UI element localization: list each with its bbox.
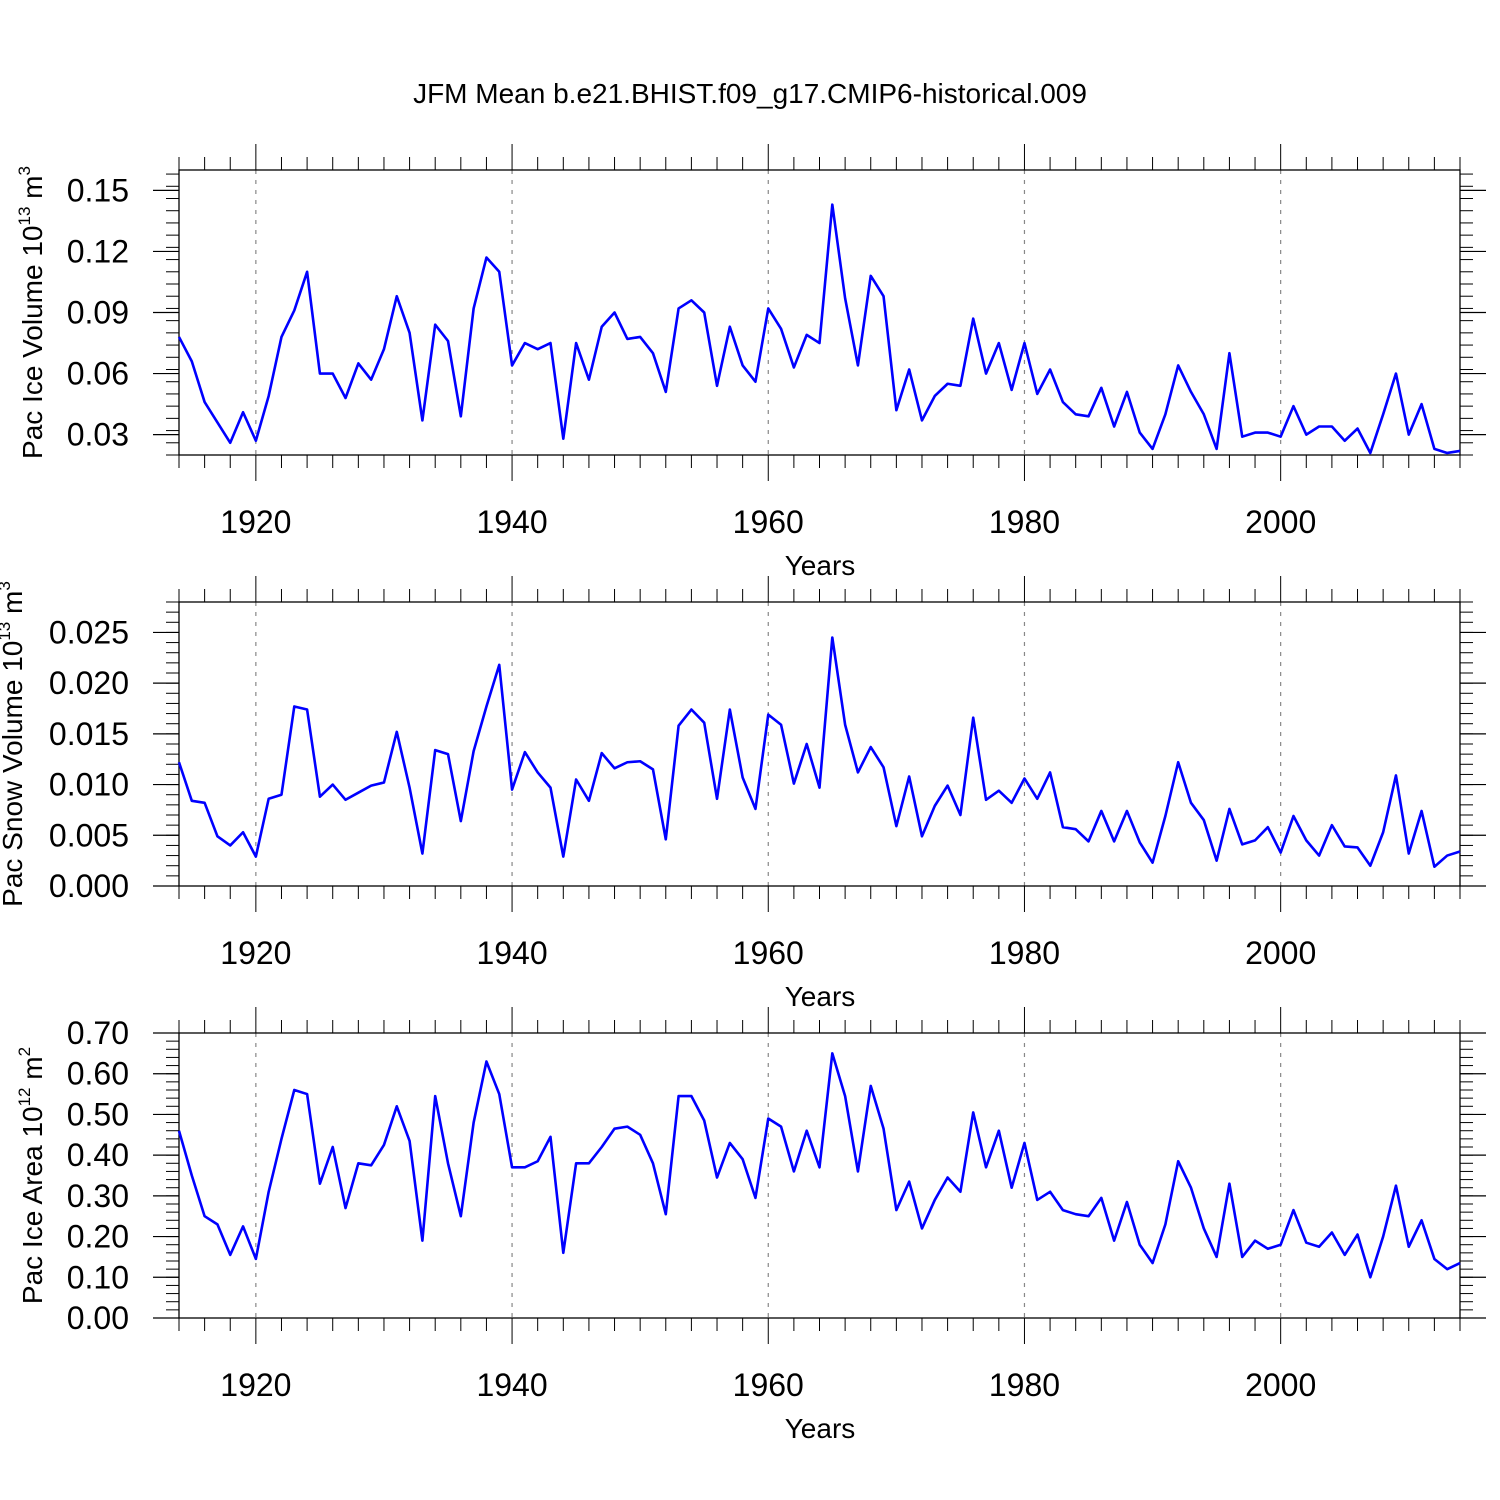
y-tick-label: 0.000 [49, 868, 129, 904]
y-axis-title: Pac Snow Volume 1013 m3 [0, 581, 28, 907]
y-tick-label: 0.10 [67, 1259, 129, 1295]
x-axis-title: Years [785, 1413, 856, 1444]
y-tick-label: 0.03 [67, 417, 129, 453]
y-tick-label: 0.40 [67, 1137, 129, 1173]
x-tick-label: 1960 [733, 504, 804, 540]
x-tick-label: 1920 [220, 935, 291, 971]
y-axis-title: Pac Ice Area 1012 m2 [15, 1047, 48, 1304]
plot-frame [178, 169, 1461, 456]
x-tick-label: 1960 [733, 935, 804, 971]
series-line [177, 203, 1461, 455]
y-tick-label: 0.60 [67, 1056, 129, 1092]
x-tick-label: 1960 [733, 1367, 804, 1403]
y-tick-label: 0.09 [67, 295, 129, 331]
y-tick-label: 0.020 [49, 665, 129, 701]
x-tick-label: 1940 [476, 935, 547, 971]
y-axis-title: Pac Ice Volume 1013 m3 [15, 166, 48, 459]
y-tick-label: 0.025 [49, 614, 129, 650]
y-tick-label: 0.06 [67, 356, 129, 392]
series-line [177, 636, 1461, 869]
plot-frame [178, 1032, 1461, 1319]
y-tick-label: 0.50 [67, 1096, 129, 1132]
chart-title: JFM Mean b.e21.BHIST.f09_g17.CMIP6-histo… [413, 78, 1087, 109]
y-tick-label: 0.015 [49, 716, 129, 752]
x-tick-label: 1980 [989, 504, 1060, 540]
x-tick-label: 2000 [1245, 935, 1316, 971]
x-tick-label: 1980 [989, 1367, 1060, 1403]
x-axis-title: Years [785, 981, 856, 1012]
plot-frame [178, 601, 1461, 887]
y-tick-label: 0.15 [67, 172, 129, 208]
y-tick-label: 0.010 [49, 767, 129, 803]
x-tick-label: 1920 [220, 1367, 291, 1403]
y-tick-label: 0.20 [67, 1219, 129, 1255]
y-tick-label: 0.30 [67, 1178, 129, 1214]
y-tick-label: 0.12 [67, 233, 129, 269]
x-tick-label: 2000 [1245, 504, 1316, 540]
series-line [177, 1052, 1461, 1279]
x-tick-label: 1940 [476, 1367, 547, 1403]
y-tick-label: 0.005 [49, 817, 129, 853]
x-tick-label: 1920 [220, 504, 291, 540]
x-axis-title: Years [785, 550, 856, 581]
y-tick-label: 0.00 [67, 1300, 129, 1336]
y-tick-label: 0.70 [67, 1015, 129, 1051]
x-tick-label: 2000 [1245, 1367, 1316, 1403]
x-tick-label: 1980 [989, 935, 1060, 971]
chart-panel-1: 1920 1940 1960 1980 2000 Years 0.03 0.06 0.09 0.1… [15, 144, 1486, 581]
x-tick-label: 1940 [476, 504, 547, 540]
chart-panel-2: 1920 1940 1960 1980 2000 Years 0.000 0.005 0.010… [0, 576, 1486, 1012]
chart-panel-3: 1920 1940 1960 1980 2000 Years 0.00 0.10 0.20 0.3… [15, 1007, 1486, 1444]
